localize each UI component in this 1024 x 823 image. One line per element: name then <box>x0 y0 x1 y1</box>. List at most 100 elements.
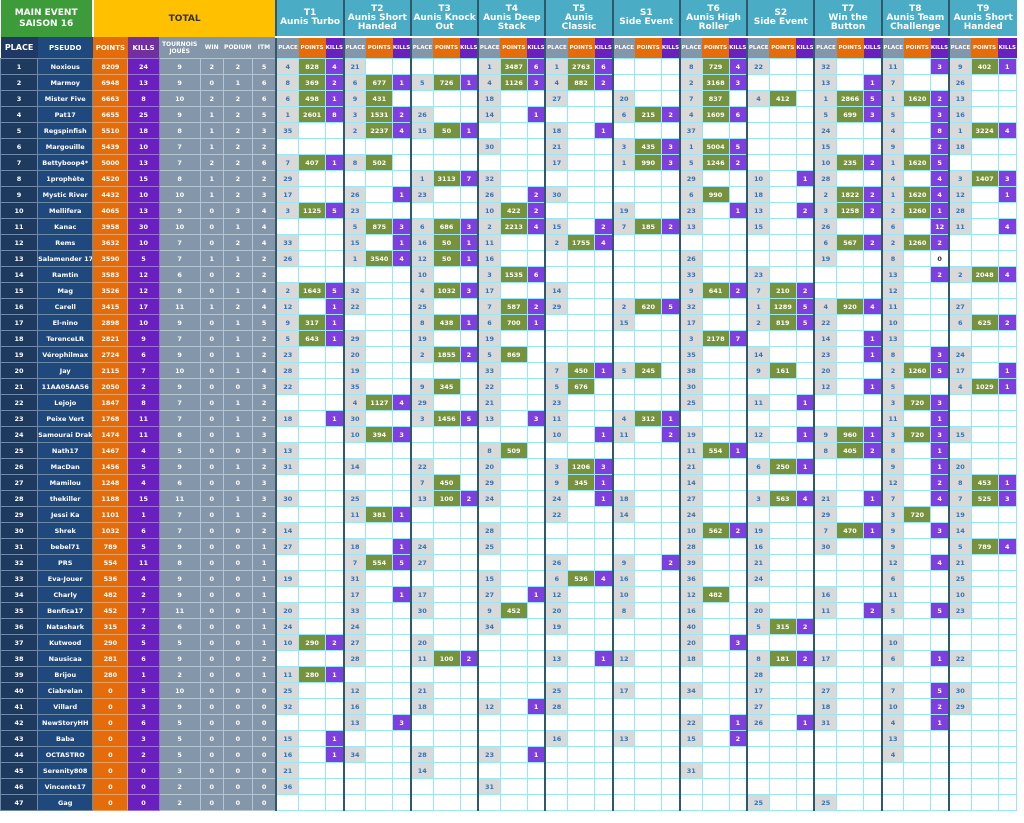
result-place: 7 <box>477 298 501 315</box>
result-points <box>835 314 865 331</box>
result-kills <box>930 538 950 555</box>
player-played: 9 <box>158 698 201 715</box>
result-points: 1127 <box>365 394 394 411</box>
player-itm: 3 <box>251 378 277 395</box>
result-kills: 4 <box>728 58 748 75</box>
result-kills: 2 <box>795 650 815 667</box>
col-itm: ITM <box>252 37 277 59</box>
result-place: 25 <box>342 490 367 507</box>
result-kills: 1 <box>795 458 815 475</box>
player-kills: 8 <box>127 394 160 411</box>
result-points <box>634 186 663 203</box>
player-itm: 0 <box>251 682 277 699</box>
player-points: 1248 <box>92 474 129 491</box>
result-kills <box>863 778 883 795</box>
result-place: 25 <box>947 570 972 587</box>
player-place: 13 <box>0 250 39 267</box>
result-points <box>835 458 865 475</box>
result-points <box>499 618 528 635</box>
result-place: 1 <box>880 90 905 107</box>
result-kills: 3 <box>728 634 748 651</box>
result-place: 25 <box>544 682 569 699</box>
result-kills <box>526 554 546 571</box>
result-place: 22 <box>947 650 972 667</box>
player-row: 24 Samourai Drako 1474 11 8 0 1 3 10 394 3 10 1 11 2 19… <box>0 426 1018 443</box>
player-row: 40 Ciabrelan 0 5 10 0 0 0 25 12 21 25 17 34 17 27 7 5 30 <box>0 682 1018 699</box>
result-kills: 2 <box>526 202 546 219</box>
player-pseudo: Mamilou <box>37 474 94 491</box>
result-points <box>566 330 596 347</box>
result-points <box>903 778 932 795</box>
result-place <box>275 426 300 443</box>
result-place <box>544 314 569 331</box>
result-place <box>813 618 838 635</box>
player-itm: 4 <box>251 362 277 379</box>
result-place: 11 <box>880 410 905 427</box>
player-row: 23 Peixe Vert 1768 11 7 0 1 2 18 1 30 3 1456 5 13 3 11 4 3… <box>0 410 1018 427</box>
player-pseudo: Samourai Drako <box>37 426 94 443</box>
result-points <box>835 394 865 411</box>
player-kills: 2 <box>127 746 160 763</box>
players-body: 1 Noxious 8209 24 9 2 2 5 4 828 4 21 1 3487 6 1 2763 6 8 72… <box>0 58 1018 811</box>
result-points <box>768 218 797 235</box>
player-played: 8 <box>158 170 201 187</box>
result-points <box>970 794 999 811</box>
result-kills <box>728 250 748 267</box>
result-points <box>365 362 394 379</box>
result-points <box>768 746 797 763</box>
result-place: 17 <box>611 682 636 699</box>
result-kills <box>863 394 883 411</box>
player-itm: 5 <box>251 58 277 75</box>
result-place <box>544 714 569 731</box>
result-kills <box>526 234 546 251</box>
result-points <box>903 794 932 811</box>
result-points: 369 <box>298 74 327 91</box>
result-place: 23 <box>342 202 367 219</box>
player-row: 26 MacDan 1456 5 9 0 1 2 31 14 22 20 3 1206 3 21 6 250 1 9 1… <box>0 458 1018 475</box>
result-place <box>611 346 636 363</box>
result-kills <box>930 618 950 635</box>
player-pseudo: Vincente17 <box>37 778 94 795</box>
result-kills <box>459 58 479 75</box>
result-points: 990 <box>634 154 663 171</box>
result-kills <box>863 282 883 299</box>
result-place: 5 <box>409 74 434 91</box>
result-points <box>365 234 394 251</box>
result-kills: 1 <box>997 58 1018 75</box>
result-kills: 5 <box>930 682 950 699</box>
result-place: 24 <box>342 618 367 635</box>
result-points <box>298 138 327 155</box>
result-points: 819 <box>768 314 797 331</box>
player-itm: 1 <box>251 570 277 587</box>
result-place <box>611 714 636 731</box>
player-played: 11 <box>158 602 201 619</box>
result-place: 13 <box>746 202 770 219</box>
player-itm: 2 <box>251 346 277 363</box>
result-points <box>634 314 663 331</box>
player-win: 1 <box>199 138 224 155</box>
result-kills <box>863 762 883 779</box>
player-place: 10 <box>0 202 39 219</box>
result-points: 525 <box>970 490 999 507</box>
result-place: 20 <box>409 634 434 651</box>
col-win: WIN <box>200 37 224 59</box>
result-place: 8 <box>275 74 300 91</box>
result-place <box>947 154 972 171</box>
result-place: 30 <box>409 602 434 619</box>
result-kills <box>392 202 412 219</box>
result-kills: 2 <box>930 266 950 283</box>
player-played: 9 <box>158 538 201 555</box>
result-points <box>365 634 394 651</box>
result-kills: 1 <box>594 122 614 139</box>
player-podium: 0 <box>222 522 253 539</box>
result-kills <box>594 90 614 107</box>
player-played: 11 <box>158 298 201 315</box>
result-points <box>903 106 932 123</box>
result-points <box>903 170 932 187</box>
player-kills: 6 <box>127 346 160 363</box>
result-kills <box>795 538 815 555</box>
result-kills: 1 <box>728 714 748 731</box>
player-win: 0 <box>199 362 224 379</box>
player-points: 281 <box>92 650 129 667</box>
result-kills: 1 <box>459 74 479 91</box>
